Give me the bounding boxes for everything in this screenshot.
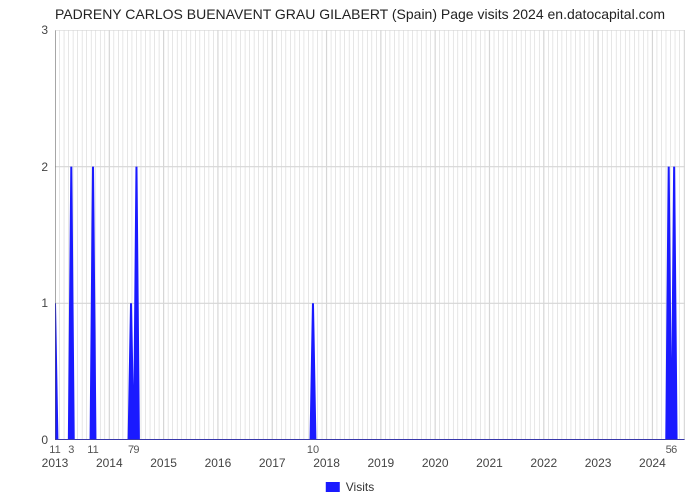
chart-title: PADRENY CARLOS BUENAVENT GRAU GILABERT (…: [55, 6, 665, 22]
y-tick-label: 0: [41, 433, 48, 447]
x-tick-label: 2019: [368, 456, 395, 470]
x-tick-label: 2020: [422, 456, 449, 470]
x-tick-label: 2013: [42, 456, 69, 470]
x-tick-label: 2023: [585, 456, 612, 470]
y-tick-label: 1: [41, 296, 48, 310]
x-tick-label: 2018: [313, 456, 340, 470]
data-point-label: 10: [307, 444, 319, 456]
x-tick-label: 2015: [150, 456, 177, 470]
x-tick-label: 2016: [205, 456, 232, 470]
data-point-label: 11: [87, 444, 98, 456]
x-tick-label: 2017: [259, 456, 286, 470]
x-tick-label: 2024: [639, 456, 666, 470]
y-tick-label: 3: [41, 23, 48, 37]
y-tick-label: 2: [41, 160, 48, 174]
x-tick-label: 2014: [96, 456, 123, 470]
chart-svg: [55, 30, 685, 440]
data-point-label: 9: [133, 444, 139, 456]
data-point-label: 6: [671, 444, 677, 456]
data-point-label: 11: [49, 444, 60, 456]
data-point-label: 3: [68, 444, 74, 456]
chart-legend: Visits: [326, 480, 374, 494]
legend-swatch: [326, 482, 340, 492]
legend-label: Visits: [346, 480, 374, 494]
x-tick-label: 2022: [530, 456, 557, 470]
x-tick-label: 2021: [476, 456, 503, 470]
chart-plot-area: [55, 30, 685, 440]
